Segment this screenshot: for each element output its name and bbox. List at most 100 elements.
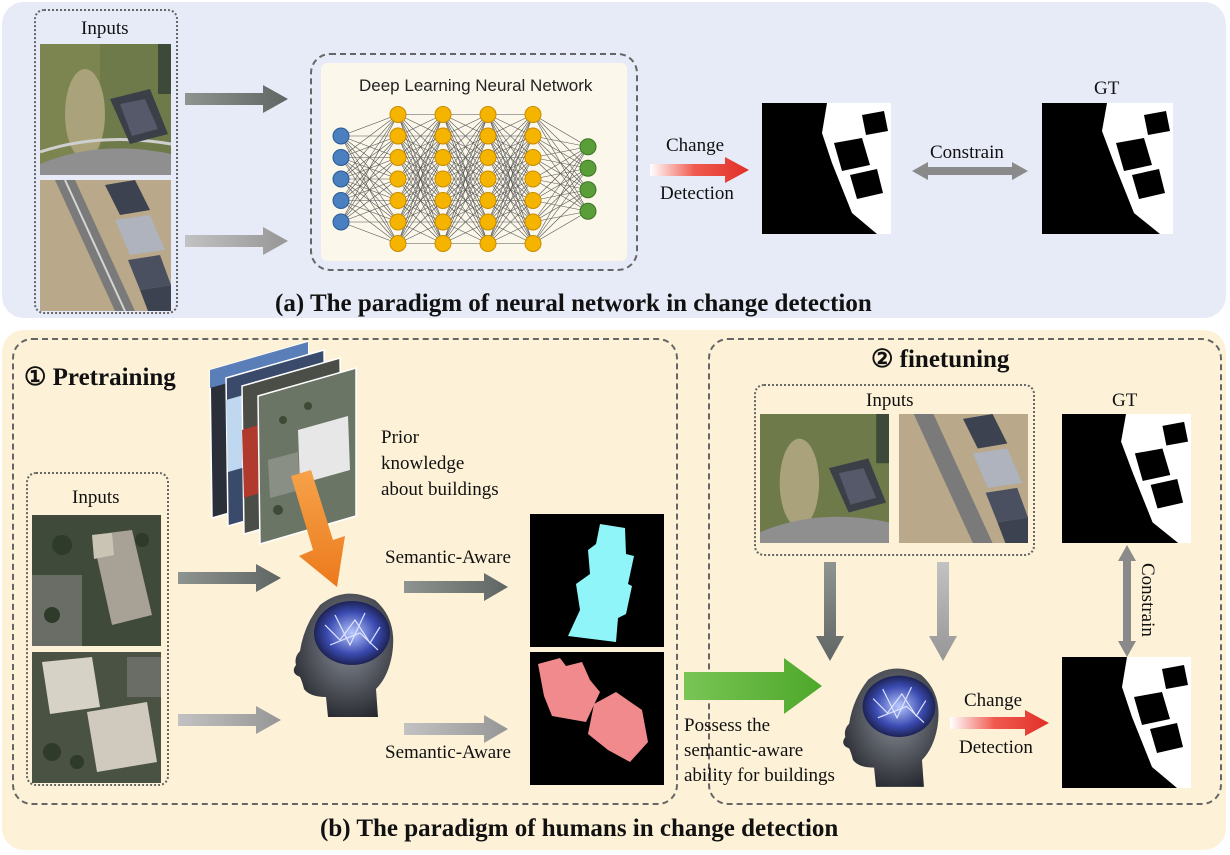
nn-connection (340, 200, 399, 223)
inputs-box-pretraining (26, 472, 169, 786)
constrain-arrow-a (912, 162, 1028, 180)
human-brain-head-icon-finetuning (843, 668, 939, 787)
nn-node (479, 213, 497, 231)
nn-connection (532, 146, 589, 201)
prior-knowledge-line-1: Prior (381, 427, 419, 448)
caption-b: (b) The paradigm of humans in change det… (320, 815, 839, 842)
nn-connection (397, 114, 444, 180)
nn-node (332, 192, 350, 209)
nn-connection (340, 114, 399, 137)
nn-node (479, 127, 497, 145)
constrain-label-a: Constrain (930, 142, 1004, 163)
nn-connection (442, 114, 489, 180)
semantic-mask-pink (530, 652, 664, 785)
nn-connection (532, 114, 589, 148)
nn-connection (532, 135, 589, 148)
detection-label-b: Detection (959, 737, 1033, 758)
possess-line-2: semantic-aware (684, 740, 804, 761)
nn-node (479, 235, 497, 252)
human-brain-head-icon (293, 593, 394, 717)
semantic-aware-arrow-top (404, 573, 508, 601)
nn-node (579, 181, 597, 199)
input-arrow-dark-a (185, 85, 288, 113)
caption-a: (a) The paradigm of neural network in ch… (275, 290, 872, 317)
nn-node (524, 106, 542, 123)
nn-connection (397, 178, 444, 244)
constrain-arrow-vertical (1118, 545, 1136, 657)
nn-connection (442, 178, 489, 244)
semantic-aware-arrow-bottom (404, 715, 508, 743)
nn-node (389, 170, 407, 188)
semantic-aware-label-bottom: Semantic-Aware (385, 742, 511, 763)
nn-connection (487, 114, 534, 158)
gt-label-a: GT (1094, 78, 1120, 99)
nn-node (479, 192, 497, 209)
detection-label-a: Detection (660, 183, 734, 204)
nn-connection (532, 146, 589, 223)
finetuning-down-arrow-dark (816, 562, 844, 661)
finetuning-down-arrow-light (929, 562, 957, 661)
pretraining-box (12, 338, 678, 805)
nn-node (524, 149, 542, 166)
nn-node (524, 235, 542, 252)
ground-truth-mask-a (1042, 103, 1173, 234)
nn-connection (532, 146, 589, 158)
nn-node (524, 127, 542, 145)
nn-connection (442, 200, 489, 244)
nn-node (579, 159, 597, 177)
nn-connection (487, 114, 534, 201)
nn-node (332, 149, 350, 166)
nn-connection (340, 221, 399, 244)
change-detection-arrow-b (950, 710, 1049, 736)
nn-node (434, 213, 452, 231)
inputs-label-finetuning: Inputs (866, 390, 914, 411)
nn-connection (442, 114, 489, 201)
nn-node (524, 213, 542, 231)
nn-connection (487, 157, 534, 244)
pretraining-title: ① Pretraining (24, 364, 176, 391)
nn-connection (340, 114, 399, 223)
finetuning-title: ② finetuning (871, 346, 1010, 373)
nn-connection (340, 114, 399, 180)
prior-knowledge-line-3: about buildings (381, 479, 499, 500)
semantic-mask-cyan (530, 514, 664, 647)
pretraining-arrow-dark (178, 564, 281, 592)
prior-knowledge-line-2: knowledge (381, 453, 465, 474)
neural-network-title: Deep Learning Neural Network (359, 76, 593, 95)
constrain-label-b: Constrain (1136, 563, 1158, 637)
nn-node (332, 213, 350, 231)
nn-connection (442, 157, 489, 244)
inputs-label-pretraining: Inputs (72, 487, 120, 508)
nn-node (434, 127, 452, 145)
nn-node (389, 106, 407, 123)
neural-network-card (321, 63, 627, 261)
nn-node (389, 192, 407, 209)
satellite-image-after-a (40, 179, 171, 312)
nn-node (434, 192, 452, 209)
semantic-aware-label-top: Semantic-Aware (385, 547, 511, 568)
prediction-mask-b (1062, 657, 1191, 788)
nn-node (434, 106, 452, 123)
prior-knowledge-image-stack (209, 341, 357, 545)
nn-node (332, 170, 350, 188)
nn-connection (487, 178, 534, 244)
inputs-label-a: Inputs (81, 18, 129, 39)
gt-label-b: GT (1112, 390, 1138, 411)
nn-connection (532, 189, 589, 244)
neural-network-diagram (332, 106, 597, 252)
satellite-image-pretraining-2 (32, 652, 161, 783)
prediction-mask-a (762, 103, 891, 234)
satellite-image-before-a (39, 44, 172, 175)
nn-connection (397, 114, 444, 158)
neural-network-box (310, 53, 638, 271)
nn-connection (532, 146, 589, 244)
nn-node (389, 149, 407, 166)
nn-connection (487, 114, 534, 180)
nn-connection (442, 114, 489, 158)
change-label-a: Change (666, 135, 725, 156)
nn-node (479, 170, 497, 188)
ground-truth-mask-b (1062, 414, 1191, 543)
inputs-box-finetuning (754, 384, 1035, 556)
nn-connection (532, 146, 589, 180)
possess-line-3: ability for buildings (684, 765, 835, 786)
